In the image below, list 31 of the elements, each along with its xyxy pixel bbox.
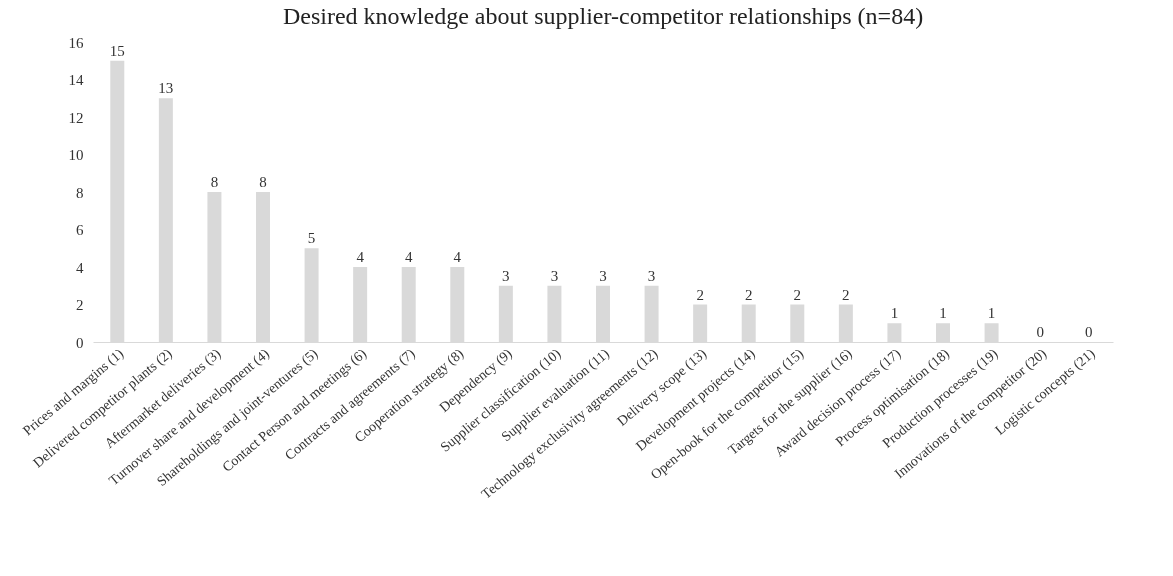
y-tick-label: 6 [76, 222, 84, 238]
data-label: 1 [987, 305, 996, 322]
data-label: 4 [453, 249, 462, 265]
data-label: 8 [259, 174, 267, 190]
data-label: 2 [842, 286, 850, 303]
data-label: 13 [158, 80, 174, 97]
data-label: 0 [1036, 324, 1044, 340]
data-label: 3 [647, 267, 656, 284]
data-label: 2 [744, 286, 753, 303]
data-label: 2 [696, 286, 704, 303]
y-tick-label: 12 [68, 109, 84, 126]
data-label: 1 [890, 305, 899, 322]
data-label: 8 [210, 174, 219, 190]
y-tick-label: 2 [76, 297, 84, 313]
y-tick-label: 8 [76, 184, 84, 201]
data-label: 3 [502, 267, 510, 284]
data-label: 1 [939, 305, 947, 322]
y-tick-label: 0 [76, 334, 84, 351]
y-tick-label: 14 [68, 72, 84, 88]
y-tick-label: 10 [68, 147, 84, 163]
data-label: 5 [307, 230, 316, 247]
data-label: 4 [356, 249, 365, 265]
y-tick-label: 16 [68, 34, 84, 51]
data-label: 4 [404, 249, 413, 265]
data-label: 0 [1084, 324, 1093, 340]
y-tick-label: 4 [76, 259, 84, 276]
data-label: 15 [109, 42, 125, 59]
data-label: 3 [599, 267, 607, 284]
chart-title: Desired knowledge about supplier-competitor relationships (n=84) [282, 3, 924, 29]
data-label: 3 [550, 267, 559, 284]
data-label: 2 [793, 286, 802, 303]
